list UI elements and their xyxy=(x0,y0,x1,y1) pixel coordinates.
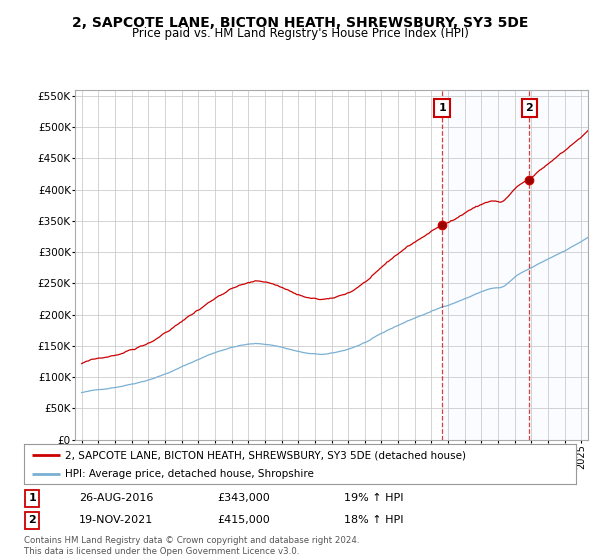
Text: 2: 2 xyxy=(526,104,533,113)
Text: Contains HM Land Registry data © Crown copyright and database right 2024.
This d: Contains HM Land Registry data © Crown c… xyxy=(24,536,359,556)
Text: 19-NOV-2021: 19-NOV-2021 xyxy=(79,515,154,525)
Text: 1: 1 xyxy=(439,104,446,113)
Text: 1: 1 xyxy=(28,493,36,503)
Text: 2: 2 xyxy=(28,515,36,525)
Text: 19% ↑ HPI: 19% ↑ HPI xyxy=(344,493,404,503)
Bar xyxy=(442,90,588,440)
Text: 2, SAPCOTE LANE, BICTON HEATH, SHREWSBURY, SY3 5DE: 2, SAPCOTE LANE, BICTON HEATH, SHREWSBUR… xyxy=(72,16,528,30)
Text: HPI: Average price, detached house, Shropshire: HPI: Average price, detached house, Shro… xyxy=(65,469,314,479)
Text: 2, SAPCOTE LANE, BICTON HEATH, SHREWSBURY, SY3 5DE (detached house): 2, SAPCOTE LANE, BICTON HEATH, SHREWSBUR… xyxy=(65,450,466,460)
Text: £343,000: £343,000 xyxy=(217,493,270,503)
Text: 26-AUG-2016: 26-AUG-2016 xyxy=(79,493,154,503)
Text: £415,000: £415,000 xyxy=(217,515,270,525)
Text: Price paid vs. HM Land Registry's House Price Index (HPI): Price paid vs. HM Land Registry's House … xyxy=(131,27,469,40)
Text: 18% ↑ HPI: 18% ↑ HPI xyxy=(344,515,404,525)
